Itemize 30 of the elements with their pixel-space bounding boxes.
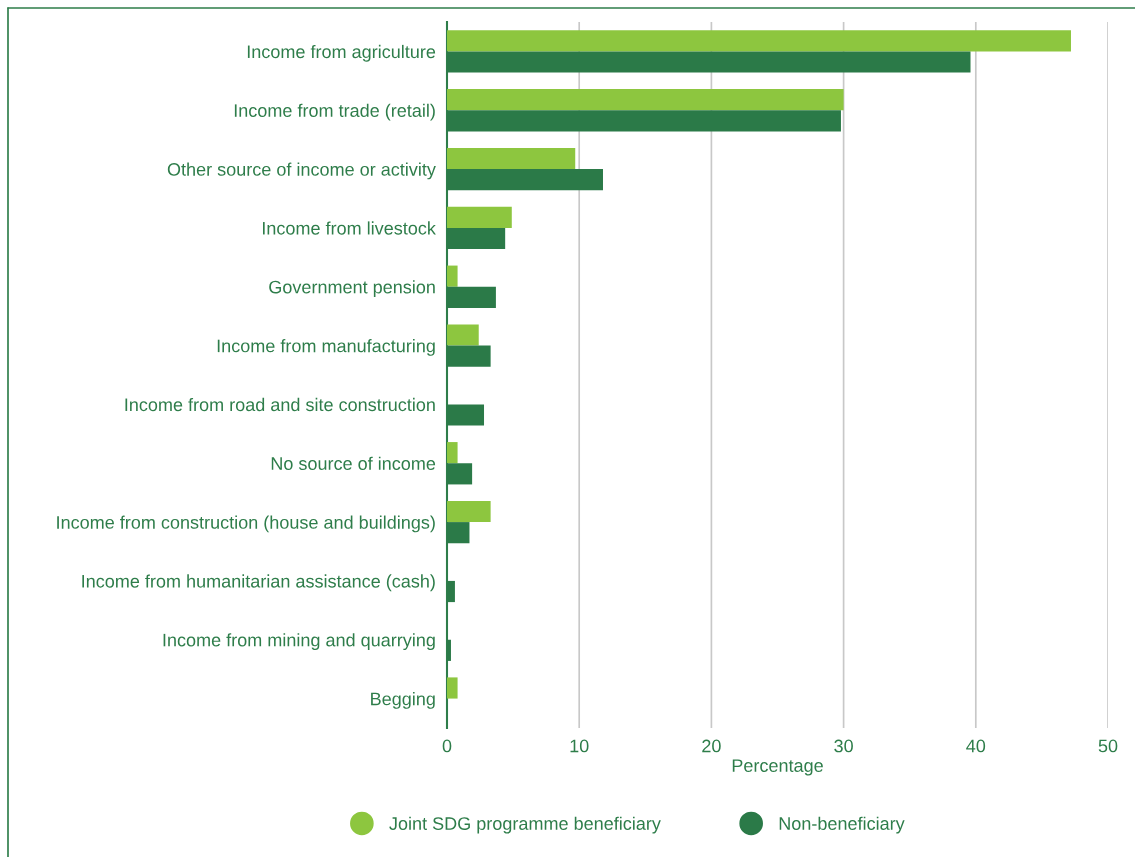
y-tick-label: Other source of income or activity [167,162,436,180]
bar [447,500,491,523]
bar [447,147,576,170]
y-tick-label: Income from humanitarian assistance (cash) [82,574,435,592]
legend-label: Joint SDG programme beneficiary [389,816,661,834]
x-tick-label: 10 [570,739,589,753]
y-tick-label: Income from livestock [262,221,436,235]
legend-label: Non-beneficiary [779,816,905,834]
y-tick-label: Income from agriculture [247,44,436,62]
bar [447,30,1071,52]
y-tick-label: Income from manufacturing [217,339,435,356]
x-tick-label: 50 [1098,739,1118,753]
bar [447,324,479,346]
bar [447,89,844,111]
y-tick-label: Government pension [269,280,435,298]
x-tick-label: 0 [442,739,452,753]
x-tick-label: 20 [702,739,721,753]
y-tick-label: Begging [371,692,435,709]
y-tick-label: No source of income [271,456,436,470]
y-tick-label: Income from road and site construction [125,397,435,412]
x-tick-label: 30 [834,739,853,753]
bar [447,265,458,287]
bar [447,677,458,699]
y-tick-label: Income from construction (house and buildings) [57,515,435,533]
x-tick-label: 40 [966,739,986,753]
bar [447,442,458,464]
x-axis-title: Percentage [732,759,823,776]
y-tick-label: Income from mining and quarrying [163,633,435,651]
bar [447,206,512,228]
y-tick-label: Income from trade (retail) [234,103,435,121]
